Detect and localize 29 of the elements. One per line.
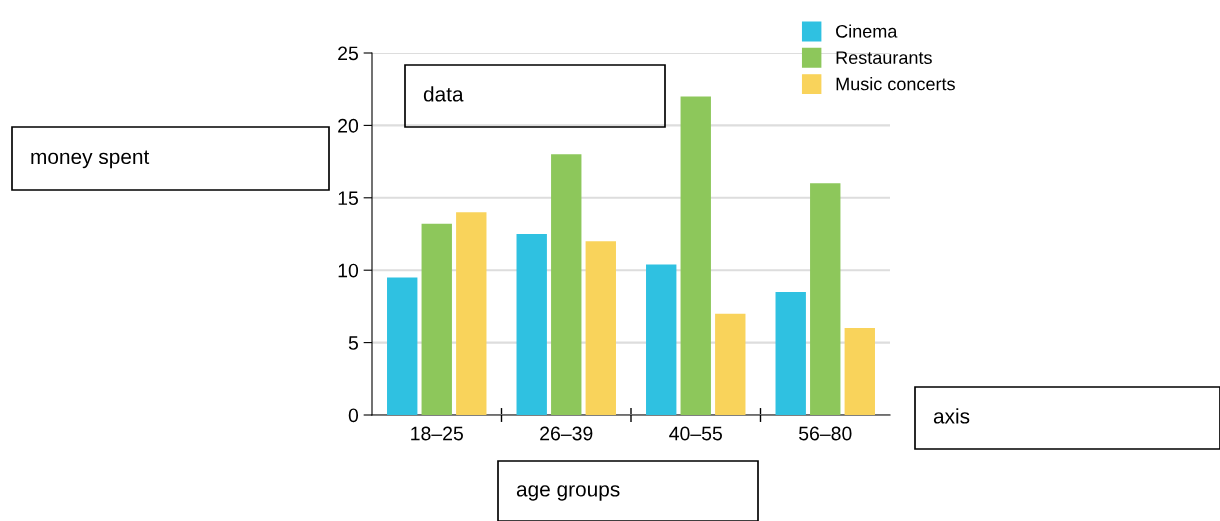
bar <box>421 223 452 415</box>
bar <box>844 328 875 415</box>
text: money spent <box>31 150 150 169</box>
x-tick-label: 56–80 <box>799 426 852 441</box>
legend-label: Restaurants <box>836 51 932 65</box>
bar <box>715 313 746 415</box>
bar <box>585 241 616 415</box>
x-tick-label: 26–39 <box>540 426 593 441</box>
bar <box>551 154 582 415</box>
x-tick-label: 40–55 <box>669 426 722 441</box>
legend-label: Music concerts <box>836 77 955 91</box>
annotation: data <box>423 86 464 102</box>
bar <box>456 212 487 415</box>
text: axis <box>933 408 970 424</box>
y-tick-label: 10 <box>338 263 359 278</box>
y-tick-label: 0 <box>348 408 359 423</box>
bar <box>680 96 711 415</box>
y-tick-label: 20 <box>338 118 359 133</box>
bar <box>516 234 547 415</box>
y-tick-label: 25 <box>338 46 358 61</box>
y-tick-label: 5 <box>348 336 358 350</box>
legend-label: Cinema <box>836 24 898 38</box>
bar <box>387 277 418 415</box>
bar <box>810 183 841 415</box>
bar <box>646 264 677 415</box>
y-tick-label: 15 <box>338 191 358 206</box>
text: age groups <box>516 485 620 501</box>
x-tick-label: 18–25 <box>411 426 463 441</box>
bar <box>775 291 806 415</box>
